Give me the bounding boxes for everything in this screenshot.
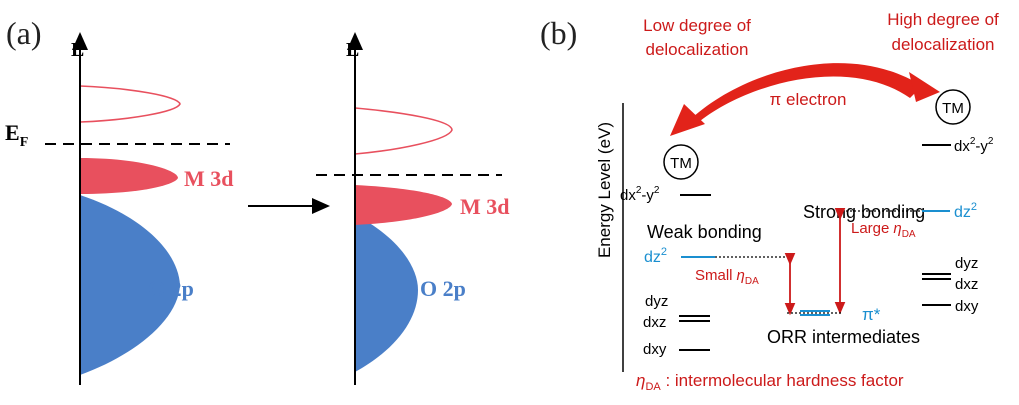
m3d-empty-band-left [79,85,181,123]
pi-star-label: π* [862,305,881,324]
low-delocalization-line2: delocalization [645,40,748,59]
panel-b-label: (b) [540,15,577,51]
orr-intermediates-label: ORR intermediates [767,327,920,347]
high-delocalization-line1: High degree of [887,10,999,29]
small-eta-label: Small ηDA [695,267,759,287]
pi-electron-arrow [670,63,940,136]
m3d-label-left: M 3d [184,166,234,191]
strong-bonding-label: Strong bonding [803,202,925,222]
dos-plot-left: E EF M 3d O 2p [5,32,234,385]
tm-left-circle [663,144,699,180]
energy-axis-label-left: E [71,39,84,61]
energy-axis-label-right: E [346,39,359,61]
right-dxy-label: dxy [955,298,979,315]
energy-level-axis-label: Energy Level (eV) [595,122,614,258]
tm-left-label: TM [670,155,692,172]
right-dyz-label: dyz [955,255,978,272]
o2p-label-right: O 2p [420,276,466,301]
right-dxz-label: dxz [955,276,978,293]
left-dyz-label: dyz [645,293,668,310]
m3d-band-left [80,158,178,194]
panel-a-label: (a) [6,15,42,51]
hardness-factor-footnote: ηDA : intermolecular hardness factor [636,371,904,393]
low-delocalization-line1: Low degree of [643,16,751,35]
dz2-left-label: dz2 [644,246,667,266]
o2p-label-left: O 2p [148,276,194,301]
m3d-band-right [355,185,452,225]
m3d-empty-band-right [354,107,453,155]
tm-right-circle [935,89,971,125]
tm-right-label: TM [942,100,964,117]
o2p-band-right [355,215,418,372]
o2p-band-left [80,195,180,375]
left-dx2-y2-label: dx2-y2 [620,185,660,204]
weak-bonding-label: Weak bonding [647,222,762,242]
m3d-label-right: M 3d [460,194,510,219]
high-delocalization-line2: delocalization [891,35,994,54]
left-dxy-label: dxy [643,341,667,358]
left-dxz-label: dxz [643,314,666,331]
pi-electron-label: π electron [770,90,847,109]
fermi-level-label: EF [5,120,28,150]
right-dx2-y2-label: dx2-y2 [954,136,994,155]
dos-plot-right: E M 3d O 2p [316,32,510,385]
dz2-right-label: dz2 [954,201,977,221]
large-eta-label: Large ηDA [851,220,916,240]
